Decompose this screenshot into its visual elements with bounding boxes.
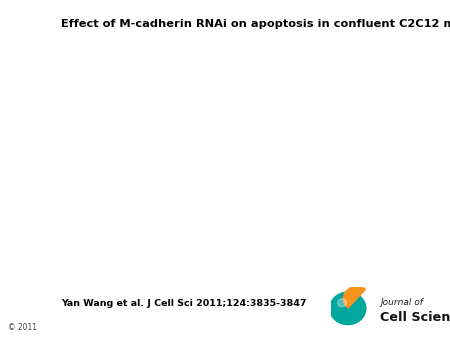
Circle shape [330,292,366,324]
Text: Cell Science: Cell Science [380,311,450,324]
Circle shape [338,299,346,307]
Text: Effect of M-cadherin RNAi on apoptosis in confluent C2C12 myoblasts.: Effect of M-cadherin RNAi on apoptosis i… [61,19,450,29]
Text: Yan Wang et al. J Cell Sci 2011;124:3835-3847: Yan Wang et al. J Cell Sci 2011;124:3835… [61,299,306,308]
Text: © 2011: © 2011 [8,323,37,332]
Wedge shape [343,287,365,308]
Text: Journal of: Journal of [380,298,423,307]
